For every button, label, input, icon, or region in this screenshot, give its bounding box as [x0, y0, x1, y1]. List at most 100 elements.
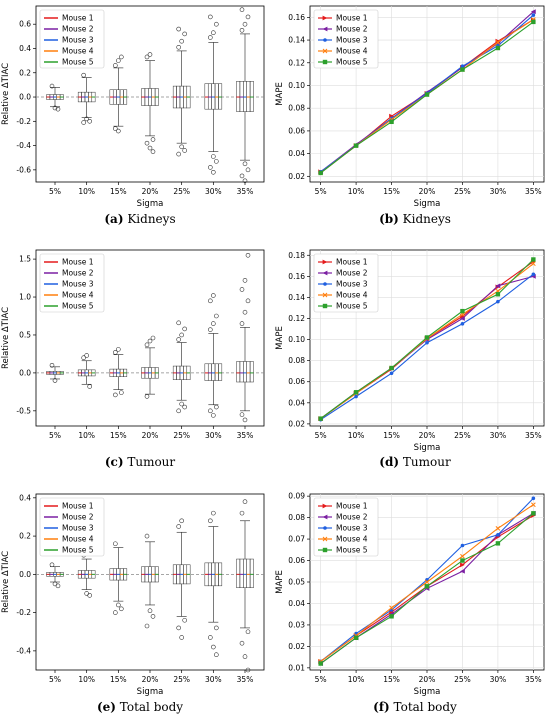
data-point	[323, 282, 327, 286]
x-tick-label: 30%	[490, 187, 507, 196]
legend-box	[39, 253, 105, 313]
box-body	[246, 558, 251, 588]
outlier-point	[208, 635, 213, 640]
x-tick-label: 25%	[173, 187, 190, 196]
legend-label: Mouse 3	[62, 280, 94, 289]
caption-c: (c) Tumour	[10, 455, 270, 469]
caption-e-letter: (e)	[96, 700, 116, 714]
y-tick-label: -0.4	[16, 646, 31, 655]
chart-panel-1: -0.6 -0.4 -0.2 0.0 0.2 0.4 0.6 5% 10% 15% 20% 25% 30…	[1, 5, 265, 209]
outlier-point	[214, 652, 219, 657]
box-body	[239, 81, 244, 112]
outlier-point	[119, 606, 124, 612]
data-point	[318, 170, 323, 176]
legend: Mouse 1 Mouse 2 Mouse 3 Mouse 4 Mouse 5	[313, 497, 379, 557]
data-point	[322, 48, 328, 54]
legend-label: Mouse 1	[62, 14, 94, 23]
outlier-point	[239, 412, 245, 417]
caption-e: (e) Total body	[10, 700, 270, 714]
x-tick-label: 10%	[78, 431, 95, 440]
legend-label: Mouse 5	[336, 302, 368, 311]
x-tick-label: 20%	[142, 675, 159, 684]
outlier-point	[242, 161, 248, 167]
x-tick-label: 20%	[142, 431, 159, 440]
legend-label: Mouse 5	[336, 58, 368, 67]
data-point	[424, 579, 430, 585]
outlier-point	[52, 105, 58, 111]
box-body	[249, 361, 254, 383]
legend-label: Mouse 1	[62, 502, 94, 511]
data-point	[460, 316, 465, 321]
outlier-point	[116, 347, 121, 352]
box-20%	[141, 335, 159, 399]
outlier-point	[179, 518, 184, 524]
outlier-point	[113, 350, 118, 355]
chart-panel-2: 0.02 0.04 0.06 0.08 0.10 0.12 0.14 0.16 5% 10% 15%…	[275, 5, 545, 209]
data-point	[424, 335, 430, 340]
x-tick-label: 20%	[419, 675, 436, 684]
outlier-point	[211, 30, 216, 36]
outlier-point	[211, 321, 216, 326]
box-body	[236, 558, 241, 588]
data-point	[460, 543, 465, 548]
data-point	[495, 525, 501, 531]
legend-label: Mouse 1	[336, 258, 368, 267]
caption-a-text: Kidneys	[127, 212, 176, 226]
box-30%	[204, 293, 223, 418]
x-tick-label: 25%	[454, 187, 471, 196]
y-tick-label: 0.6	[19, 20, 31, 29]
outlier-point	[245, 253, 251, 258]
caption-d: (d) Tumour	[285, 455, 545, 469]
x-tick-label: 20%	[142, 187, 159, 196]
outlier-point	[182, 617, 187, 623]
data-point	[531, 496, 536, 501]
outlier-point	[211, 644, 216, 650]
outlier-point	[211, 293, 216, 298]
caption-a: (a) Kidneys	[10, 212, 270, 226]
outlier-point	[49, 363, 55, 368]
y-tick-label: 0.4	[19, 493, 31, 502]
data-point	[495, 292, 501, 297]
box-35%	[236, 499, 254, 673]
y-tick-label: 0.0	[19, 93, 31, 102]
y-tick-label: 0.4	[19, 44, 31, 53]
outlier-point	[150, 614, 156, 619]
y-axis-label: MAPE	[275, 570, 285, 594]
legend-label: Mouse 2	[62, 269, 94, 278]
x-tick-label: 20%	[419, 431, 436, 440]
box-20%	[141, 533, 159, 629]
legend-label: Mouse 4	[62, 291, 94, 300]
box-body	[249, 81, 254, 112]
legend-box	[313, 9, 379, 69]
box-body	[211, 363, 216, 381]
outlier-point	[182, 31, 187, 37]
outlier-point	[49, 562, 55, 568]
outlier-point	[113, 541, 118, 547]
x-tick-label: 15%	[383, 187, 400, 196]
y-tick-label: 0.0	[19, 570, 31, 579]
y-tick-label: 0.04	[288, 149, 305, 158]
box-10%	[77, 353, 96, 389]
data-point	[323, 526, 327, 530]
y-axis-label: Relative ΔTIAC	[1, 307, 11, 369]
outlier-point	[147, 52, 153, 57]
outlier-point	[144, 342, 150, 348]
chart-panel-6: 0.01 0.02 0.03 0.04 0.05 0.06 0.07 0.08 0.09 5% 10…	[275, 492, 545, 697]
outlier-point	[182, 148, 187, 153]
data-point	[322, 259, 328, 265]
data-point	[322, 514, 328, 520]
x-tick-label: 5%	[49, 431, 61, 440]
legend-label: Mouse 3	[336, 524, 368, 533]
box-30%	[204, 14, 223, 175]
box-25%	[172, 320, 191, 414]
x-tick-label: 30%	[490, 431, 507, 440]
x-tick-label: 10%	[348, 187, 365, 196]
outlier-point	[214, 313, 219, 319]
legend-label: Mouse 4	[62, 535, 94, 544]
box-body	[243, 558, 247, 588]
outlier-point	[116, 128, 121, 134]
box-30%	[204, 510, 223, 657]
x-axis-label: Sigma	[414, 443, 441, 453]
x-tick-label: 35%	[525, 675, 542, 684]
x-tick-label: 5%	[49, 187, 61, 196]
